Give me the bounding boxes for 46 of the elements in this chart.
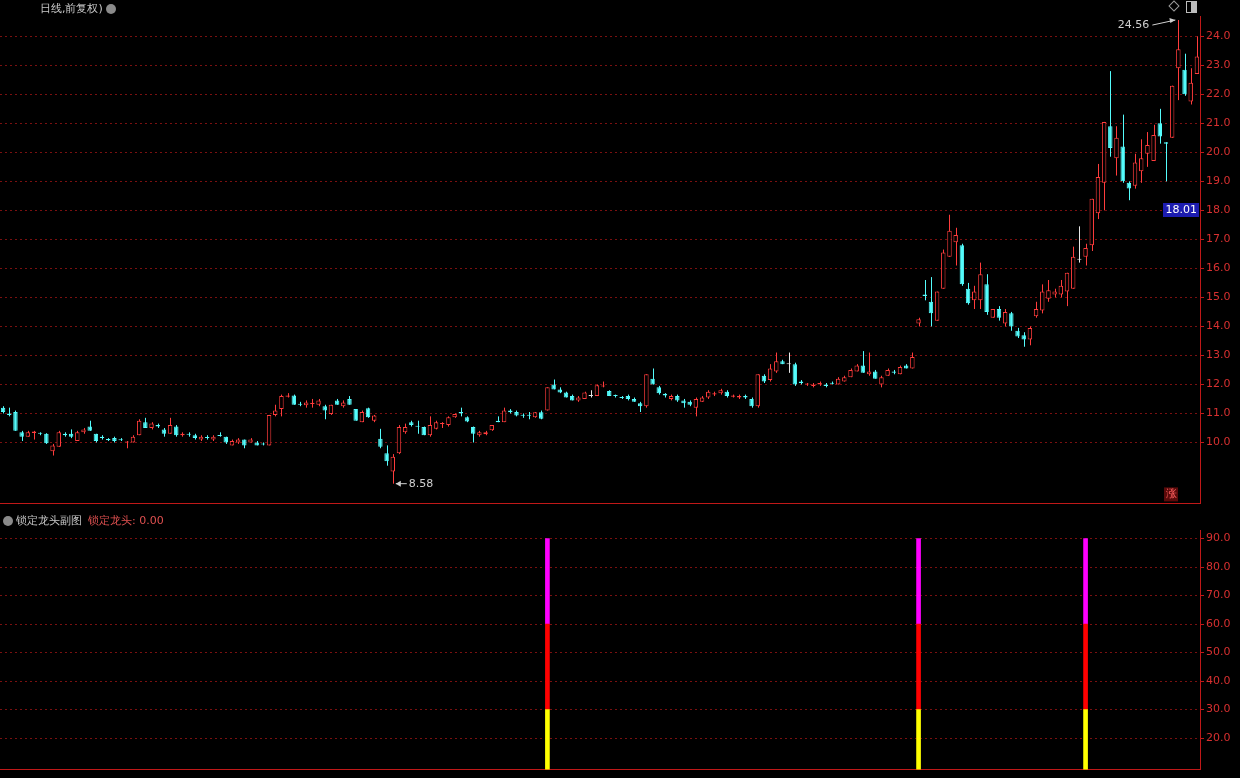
annotation: 涨 (1165, 487, 1177, 501)
candlestick (1182, 53, 1187, 97)
y-tick-label: 11.0 (1206, 406, 1231, 420)
candlestick (378, 428, 383, 449)
y-tick-label: 13.0 (1206, 348, 1231, 362)
candlestick (953, 227, 958, 266)
y-tick-label: 90.0 (1206, 531, 1231, 545)
y-tick-label: 24.0 (1206, 29, 1231, 43)
y-tick-label: 40.0 (1206, 673, 1231, 687)
candlestick (866, 352, 872, 377)
candlestick (1083, 243, 1088, 266)
chart-title: 锁定龙头副图 (16, 514, 82, 527)
annotation: 18.01 (1165, 202, 1197, 216)
y-tick-label: 80.0 (1206, 559, 1231, 573)
y-tick-label: 21.0 (1206, 116, 1231, 130)
y-tick-label: 14.0 (1206, 319, 1231, 333)
annotation: 24.56 (1117, 17, 1150, 31)
y-tick-label: 70.0 (1206, 588, 1231, 602)
y-tick-label: 60.0 (1206, 616, 1231, 630)
candlestick (1176, 19, 1181, 101)
chart-title: 日线,前复权) (40, 2, 103, 15)
candlestick (774, 352, 779, 374)
y-tick-label: 18.0 (1206, 203, 1231, 217)
y-tick-label: 16.0 (1206, 261, 1231, 275)
y-tick-label: 12.0 (1206, 377, 1231, 391)
candlestick (204, 434, 210, 441)
candlestick (1009, 311, 1014, 332)
candlestick (1114, 125, 1119, 177)
y-tick-label: 22.0 (1206, 87, 1231, 101)
y-tick-label: 20.0 (1206, 730, 1231, 744)
candlestick (1108, 70, 1113, 158)
y-tick-label: 15.0 (1206, 290, 1231, 304)
chart-subtitle: 锁定龙头: 0.00 (88, 514, 164, 527)
annotation: 8.58 (408, 476, 434, 490)
y-tick-label: 19.0 (1206, 174, 1231, 188)
y-tick-label: 17.0 (1206, 232, 1231, 246)
y-tick-label: 23.0 (1206, 58, 1231, 72)
candlestick (384, 444, 389, 467)
candlestick (1145, 131, 1150, 168)
y-tick-label: 20.0 (1206, 145, 1231, 159)
y-tick-label: 30.0 (1206, 702, 1231, 716)
y-tick-label: 50.0 (1206, 645, 1231, 659)
candlestick (1046, 279, 1051, 303)
y-tick-label: 10.0 (1206, 435, 1231, 449)
candlestick (279, 394, 284, 417)
candlestick (1188, 67, 1193, 105)
